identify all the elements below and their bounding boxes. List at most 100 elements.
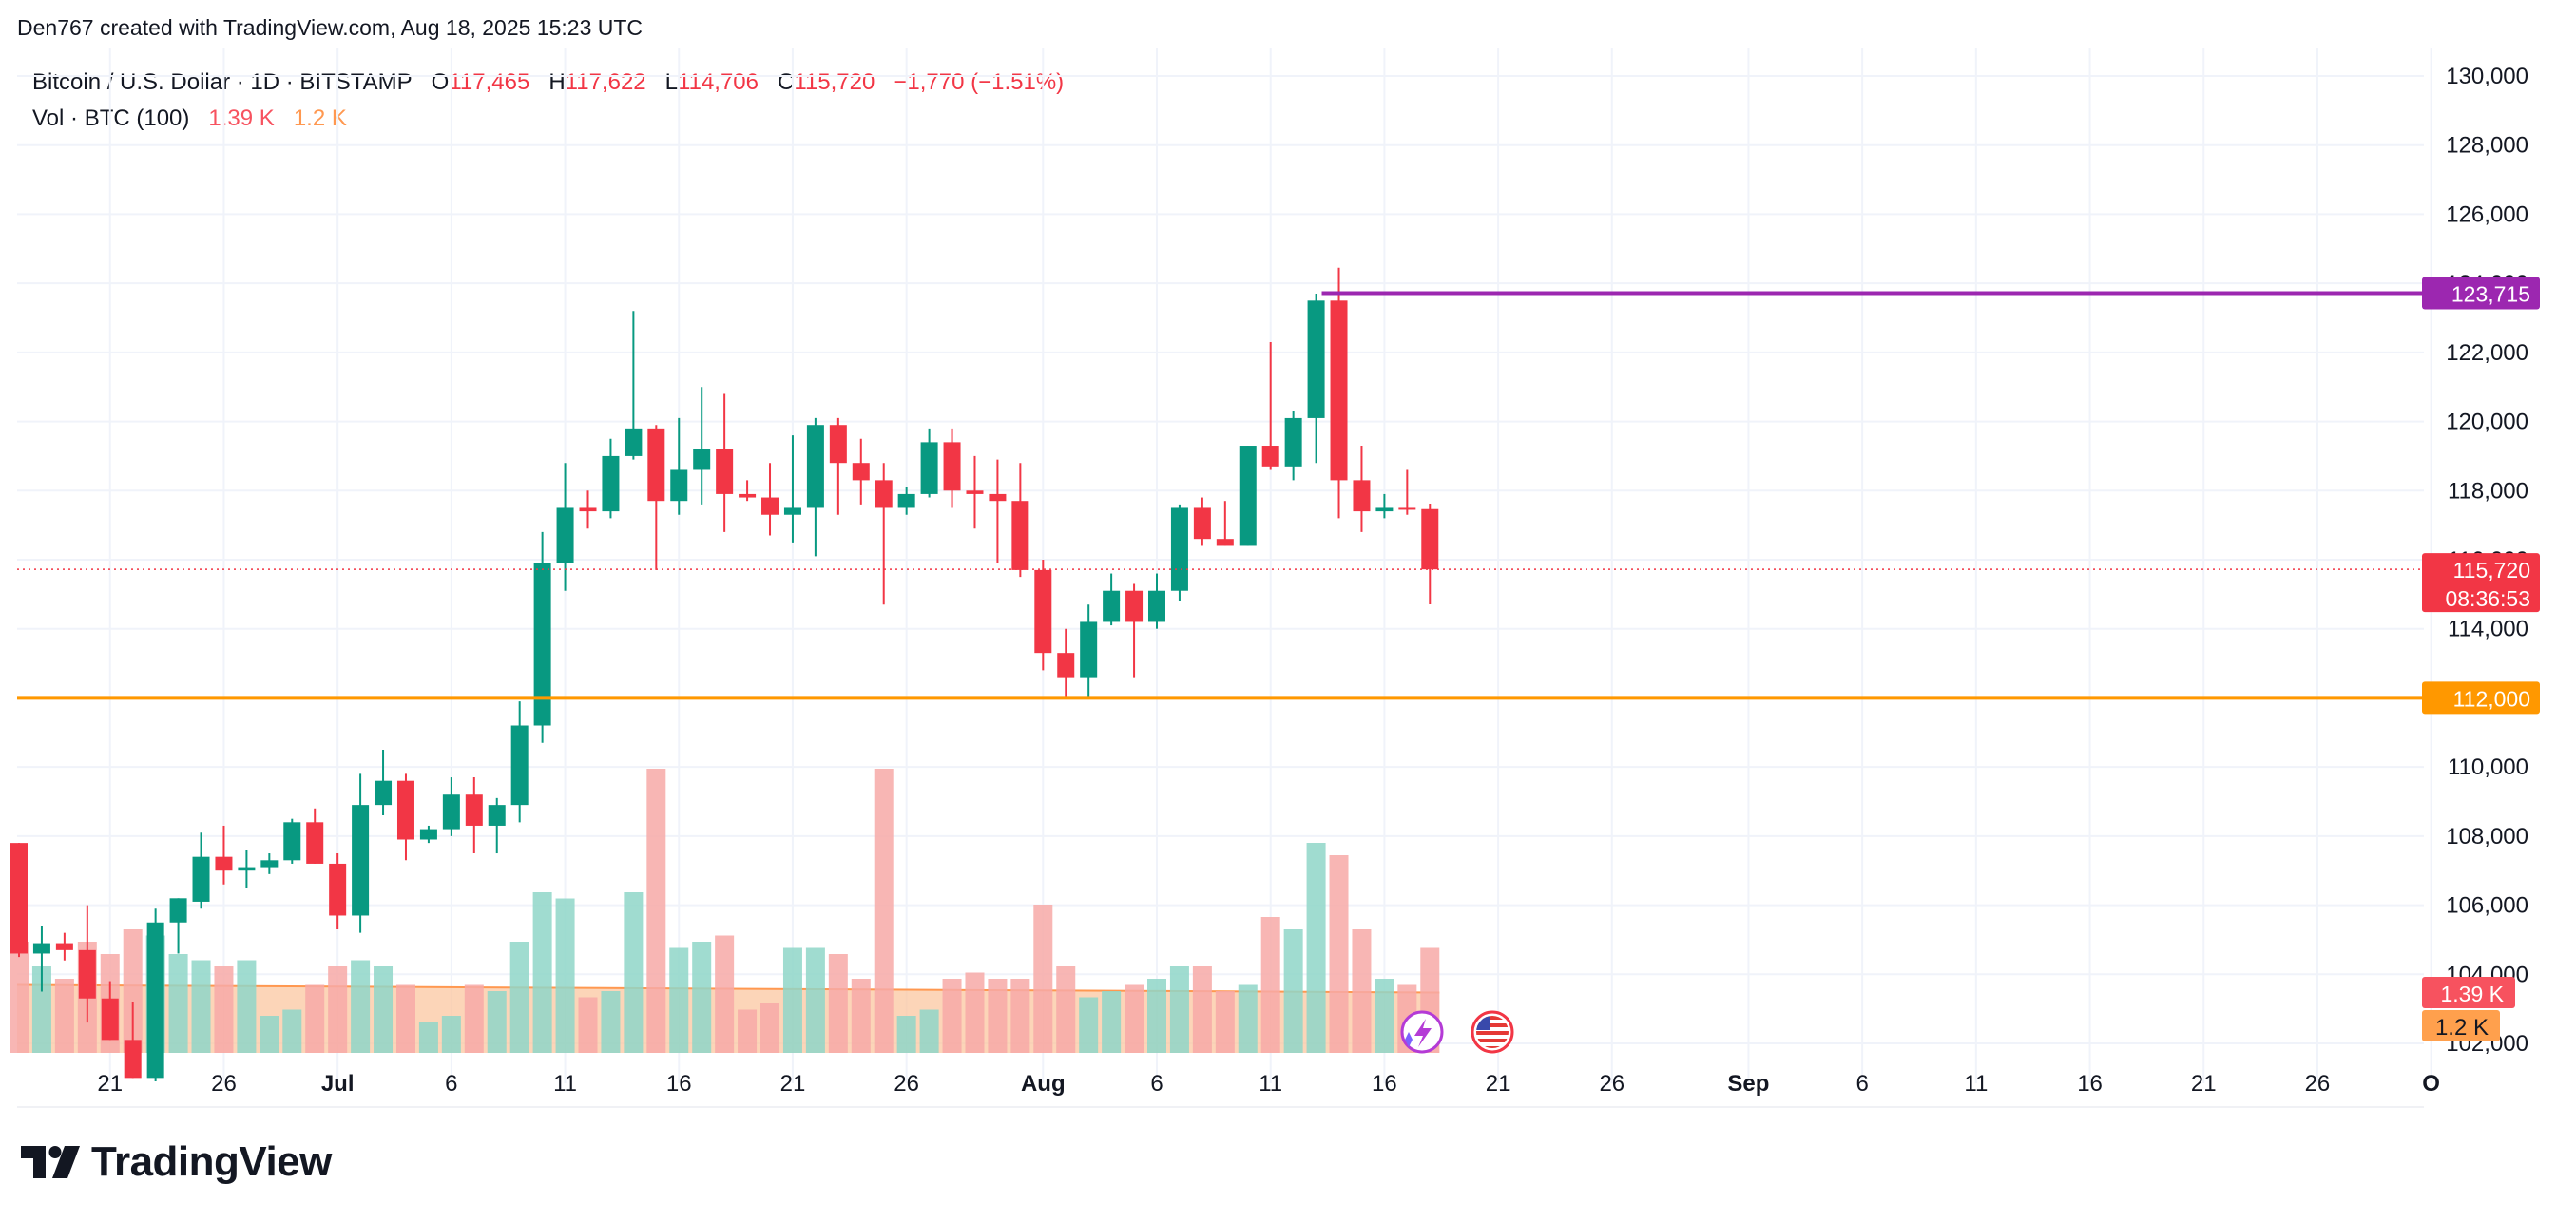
volume-bar: [168, 954, 188, 1053]
candle-body: [192, 856, 210, 902]
resistance-label-bg: [2422, 277, 2540, 310]
volume-bar: [988, 979, 1008, 1053]
candle-body: [169, 898, 187, 923]
tradingview-logo[interactable]: TradingView: [21, 1138, 332, 1186]
time-tick-label: 6: [1150, 1071, 1163, 1097]
volume-bar: [646, 769, 666, 1053]
candle-body: [283, 822, 301, 861]
candle-body: [943, 442, 961, 491]
price-tick-label: 114,000: [2448, 617, 2528, 642]
candlesticks: [10, 267, 1439, 1081]
candle-body: [465, 794, 483, 826]
candle: [10, 843, 28, 958]
candle-body: [238, 867, 256, 871]
candle-body: [78, 949, 96, 999]
high-value: 117,622: [565, 69, 646, 95]
candle: [852, 438, 870, 505]
candle: [693, 387, 711, 505]
candle-body: [306, 822, 324, 864]
candle: [1261, 341, 1279, 470]
candle: [1034, 560, 1052, 671]
candle-body: [375, 780, 393, 806]
candle: [1375, 493, 1394, 519]
us-flag-icon[interactable]: [1471, 1010, 1514, 1054]
candle-body: [396, 780, 414, 840]
time-tick-label: 6: [445, 1071, 457, 1097]
candle: [1353, 446, 1371, 532]
time-tick-label: Aug: [1021, 1071, 1066, 1097]
volume-bar: [123, 929, 143, 1053]
time-tick-label: 16: [666, 1071, 692, 1097]
volume-bar: [418, 1022, 438, 1053]
time-axis[interactable]: 21 26 Jul 6 11 16 21 26 Aug 6 11 16 21 26 Sep 6 11 16 21 26…: [97, 1071, 2440, 1097]
volume-bar: [601, 991, 621, 1053]
candle: [716, 393, 734, 532]
horizontal-lines: [17, 291, 2424, 700]
candle-body: [852, 463, 870, 481]
candle: [897, 487, 915, 515]
candle: [1398, 469, 1416, 515]
volume-bar: [1329, 855, 1349, 1053]
time-tick-label: 26: [211, 1071, 237, 1097]
candle: [352, 773, 370, 933]
open-value: 117,465: [449, 69, 530, 95]
candle: [739, 480, 757, 502]
last-price-label-text: 115,720: [2453, 558, 2530, 582]
candle: [375, 749, 393, 816]
candle-body: [579, 507, 597, 512]
support-label-text: 112,000: [2453, 686, 2530, 711]
volume-bar: [31, 966, 51, 1053]
candle: [670, 417, 688, 515]
candle: [465, 777, 483, 854]
time-tick-label: 11: [553, 1071, 577, 1097]
candle: [579, 490, 597, 529]
candle: [124, 1002, 142, 1079]
symbol-description[interactable]: Bitcoin / U.S. Dollar · 1D · BITSTAMP: [32, 69, 413, 95]
candle-body: [1353, 480, 1371, 512]
candle: [1125, 583, 1144, 678]
candle-body: [1057, 653, 1075, 678]
candle: [146, 908, 164, 1081]
candle: [920, 428, 938, 498]
candle-body: [10, 843, 28, 954]
volume-bar: [532, 892, 552, 1053]
candle: [1284, 411, 1302, 481]
price-tick-label: 108,000: [2446, 824, 2528, 850]
candle: [943, 428, 961, 508]
candle: [215, 825, 233, 885]
candle: [533, 531, 551, 743]
candle-body: [897, 493, 915, 508]
time-tick-label: 16: [1372, 1071, 1397, 1097]
candle: [78, 905, 96, 1023]
candle-body: [260, 860, 279, 868]
candle: [238, 850, 256, 888]
candle-body: [875, 480, 893, 508]
candle-body: [783, 507, 801, 515]
volume-bar: [1056, 966, 1076, 1053]
candle-body: [1216, 539, 1234, 546]
volume-bar: [1010, 979, 1030, 1053]
candle-body: [101, 998, 119, 1041]
candle-body: [1193, 507, 1211, 540]
candle: [1011, 463, 1029, 578]
volume-bar: [919, 1009, 939, 1053]
volume-bar: [738, 1009, 758, 1053]
candle-body: [670, 469, 688, 502]
earnings-flash-icon[interactable]: [1400, 1010, 1444, 1054]
volume-bar: [464, 984, 484, 1053]
candle: [260, 853, 279, 874]
volume-bar: [1352, 929, 1372, 1053]
volume-bar: [942, 979, 962, 1053]
candle-body: [761, 497, 779, 515]
volume-value: 1.39 K: [208, 105, 275, 131]
volume-bar: [669, 947, 689, 1053]
resistance-label-text: 123,715: [2451, 282, 2530, 307]
candle: [647, 425, 665, 570]
candle-body: [806, 425, 824, 508]
volume-bar: [965, 972, 985, 1053]
candle: [761, 463, 779, 536]
candle-body: [1330, 300, 1348, 481]
price-axis[interactable]: 130,000128,000126,000124,000122,000120,0…: [2446, 64, 2528, 1057]
candle-body: [215, 856, 233, 871]
